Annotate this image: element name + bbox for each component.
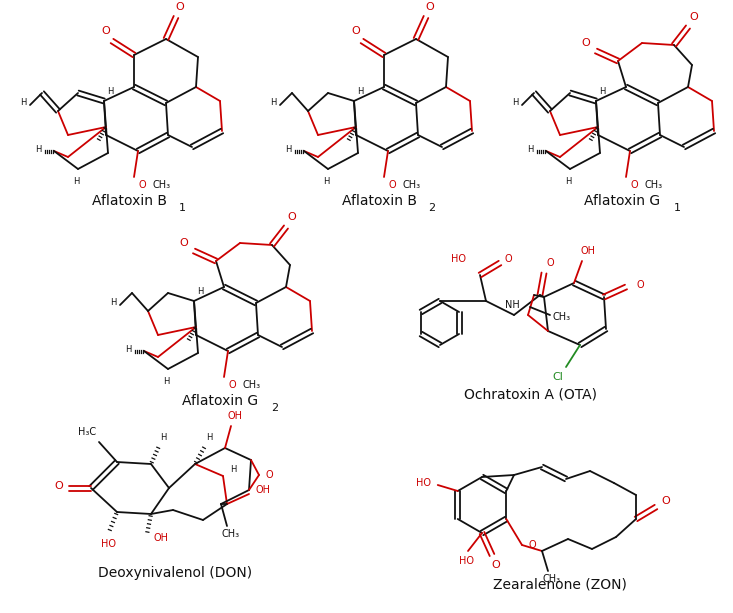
Text: H: H <box>160 433 166 443</box>
Text: CH₃: CH₃ <box>403 180 421 190</box>
Text: HO: HO <box>451 254 466 264</box>
Text: O: O <box>287 212 296 222</box>
Text: O: O <box>662 496 671 506</box>
Text: O: O <box>426 2 435 12</box>
Text: CH₃: CH₃ <box>243 380 261 390</box>
Text: O: O <box>546 258 554 268</box>
Text: O: O <box>139 180 146 190</box>
Text: O: O <box>690 12 699 22</box>
Text: Cl: Cl <box>553 372 564 382</box>
Text: H: H <box>230 465 236 474</box>
Text: Ochratoxin A (OTA): Ochratoxin A (OTA) <box>463 388 597 402</box>
Text: O: O <box>504 254 512 264</box>
Text: 1: 1 <box>674 203 680 213</box>
Text: OH: OH <box>227 411 243 421</box>
Text: O: O <box>388 180 396 190</box>
Text: O: O <box>102 26 111 36</box>
Text: O: O <box>630 180 638 190</box>
Text: H: H <box>285 145 291 153</box>
Text: H₃C: H₃C <box>78 427 96 437</box>
Text: 1: 1 <box>179 203 185 213</box>
Text: H: H <box>206 433 212 443</box>
Text: H: H <box>565 177 571 186</box>
Text: CH₃: CH₃ <box>645 180 663 190</box>
Text: H: H <box>20 97 26 107</box>
Text: NH: NH <box>504 300 520 310</box>
Text: H: H <box>270 97 276 107</box>
Text: H: H <box>323 177 329 186</box>
Text: O: O <box>176 2 185 12</box>
Text: Aflatoxin G: Aflatoxin G <box>584 194 660 208</box>
Text: H: H <box>163 376 169 386</box>
Text: O: O <box>55 481 63 491</box>
Text: Deoxynivalenol (DON): Deoxynivalenol (DON) <box>98 566 252 580</box>
Text: H: H <box>34 145 41 153</box>
Text: HO: HO <box>101 539 117 549</box>
Text: H: H <box>73 177 79 186</box>
Text: OH: OH <box>153 533 169 543</box>
Text: H: H <box>512 97 518 107</box>
Text: H: H <box>125 345 131 354</box>
Text: HO: HO <box>416 478 431 488</box>
Text: Aflatoxin B: Aflatoxin B <box>92 194 168 208</box>
Text: O: O <box>636 280 644 290</box>
Text: O: O <box>352 26 361 36</box>
Text: H: H <box>110 297 117 306</box>
Text: 2: 2 <box>428 203 435 213</box>
Text: H: H <box>527 145 533 153</box>
Text: HO: HO <box>459 556 474 566</box>
Text: H: H <box>599 86 605 96</box>
Text: CH₃: CH₃ <box>543 574 561 584</box>
Text: H: H <box>197 286 203 295</box>
Text: Aflatoxin B: Aflatoxin B <box>342 194 418 208</box>
Text: CH₃: CH₃ <box>553 312 571 322</box>
Text: OH: OH <box>256 485 270 495</box>
Text: O: O <box>528 540 536 550</box>
Text: CH₃: CH₃ <box>222 529 240 539</box>
Text: H: H <box>107 86 113 96</box>
Text: OH: OH <box>581 246 595 256</box>
Text: O: O <box>265 470 273 480</box>
Text: Aflatoxin G: Aflatoxin G <box>182 394 258 408</box>
Text: CH₃: CH₃ <box>153 180 171 190</box>
Text: 2: 2 <box>271 403 279 413</box>
Text: Zearalenone (ZON): Zearalenone (ZON) <box>493 578 627 592</box>
Text: O: O <box>228 380 236 390</box>
Text: O: O <box>180 238 188 248</box>
Text: H: H <box>357 86 363 96</box>
Text: O: O <box>492 560 501 570</box>
Text: O: O <box>581 38 590 48</box>
